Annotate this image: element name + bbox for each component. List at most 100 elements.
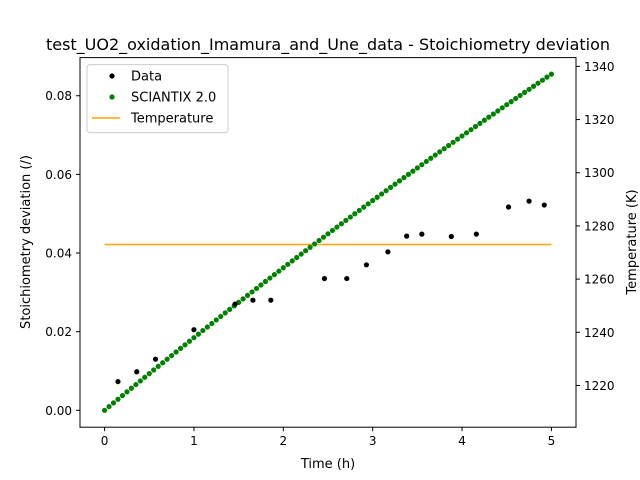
y-axis-label: Stoichiometry deviation (/) bbox=[19, 155, 34, 329]
sciantix-point bbox=[101, 407, 108, 413]
sciantix-point bbox=[169, 352, 175, 359]
data-point bbox=[250, 297, 256, 303]
data-point bbox=[385, 249, 391, 255]
sciantix-point bbox=[383, 188, 389, 194]
data-point bbox=[473, 231, 479, 237]
x-tick-label: 2 bbox=[279, 434, 287, 448]
y-axis-right: 1220 1240 1260 1280 1300 1320 1340 bbox=[576, 60, 615, 393]
sciantix-point bbox=[280, 265, 286, 271]
y2-tick-label: 1280 bbox=[584, 219, 615, 233]
sciantix-point bbox=[513, 95, 519, 102]
sciantix-point bbox=[329, 227, 336, 234]
sciantix-point bbox=[361, 204, 367, 210]
chart-title: test_UO2_oxidation_Imamura_and_Une_data … bbox=[46, 35, 610, 55]
sciantix-point bbox=[151, 367, 157, 373]
sciantix-point bbox=[463, 130, 470, 136]
sciantix-point bbox=[548, 71, 555, 77]
sciantix-point bbox=[387, 184, 394, 190]
sciantix-point bbox=[253, 285, 260, 292]
sciantix-point bbox=[481, 117, 487, 123]
sciantix-point bbox=[195, 331, 202, 337]
x-tick-label: 4 bbox=[458, 434, 466, 448]
sciantix-point bbox=[303, 248, 309, 254]
data-point bbox=[419, 231, 425, 237]
sciantix-point bbox=[320, 234, 327, 240]
x-tick-label: 1 bbox=[190, 434, 198, 448]
sciantix-point bbox=[338, 221, 345, 227]
sciantix-point bbox=[213, 317, 219, 323]
y-tick-label: 0.06 bbox=[45, 168, 72, 182]
sciantix-point bbox=[155, 363, 161, 370]
data-point bbox=[268, 297, 274, 303]
sciantix-point bbox=[182, 342, 188, 348]
y-tick-label: 0.04 bbox=[45, 247, 72, 261]
sciantix-point bbox=[539, 77, 546, 83]
x-tick-label: 3 bbox=[369, 434, 377, 448]
sciantix-point bbox=[499, 105, 505, 111]
sciantix-point bbox=[298, 251, 304, 257]
sciantix-point bbox=[177, 345, 184, 351]
x-axis-label: Time (h) bbox=[300, 457, 355, 472]
sciantix-point bbox=[392, 181, 398, 187]
y2-tick-label: 1340 bbox=[584, 60, 615, 74]
x-tick-label: 5 bbox=[548, 434, 556, 448]
data-point bbox=[134, 369, 140, 375]
sciantix-point bbox=[401, 175, 407, 181]
sciantix-point bbox=[419, 162, 425, 168]
sciantix-point bbox=[222, 310, 228, 316]
sciantix-point bbox=[343, 217, 349, 224]
sciantix-point bbox=[441, 146, 447, 152]
sciantix-point bbox=[486, 114, 492, 120]
sciantix-point bbox=[128, 385, 134, 391]
sciantix-point bbox=[370, 197, 376, 204]
sciantix-point bbox=[289, 258, 295, 264]
sciantix-point bbox=[379, 191, 385, 197]
sciantix-point bbox=[316, 237, 322, 244]
sciantix-point bbox=[142, 374, 148, 380]
sciantix-point bbox=[146, 371, 152, 377]
legend-label-data: Data bbox=[131, 70, 162, 85]
sciantix-point bbox=[490, 111, 496, 117]
data-point bbox=[404, 233, 410, 239]
sciantix-point bbox=[459, 133, 465, 139]
sciantix-point bbox=[173, 349, 179, 355]
sciantix-point bbox=[209, 320, 215, 327]
sciantix-point bbox=[267, 275, 273, 281]
sciantix-point bbox=[365, 201, 371, 207]
sciantix-point bbox=[522, 89, 528, 95]
data-point bbox=[505, 204, 512, 210]
legend-marker-sciantix bbox=[109, 94, 115, 100]
sciantix-point bbox=[347, 214, 353, 220]
y-axis-left: 0.00 0.02 0.04 0.06 0.08 bbox=[45, 89, 80, 418]
sciantix-point bbox=[200, 327, 206, 334]
data-point bbox=[115, 378, 121, 385]
x-axis: 0 1 2 3 4 5 bbox=[101, 427, 555, 448]
sciantix-point bbox=[352, 211, 358, 217]
data-point bbox=[191, 327, 197, 333]
sciantix-point bbox=[218, 313, 224, 320]
sciantix-point bbox=[262, 278, 269, 285]
plot-frame bbox=[79, 57, 577, 428]
sciantix-point bbox=[450, 139, 456, 145]
x-tick-label: 0 bbox=[101, 434, 109, 448]
sciantix-point bbox=[204, 324, 210, 330]
sciantix-point bbox=[227, 306, 233, 312]
sciantix-point bbox=[530, 83, 537, 89]
sciantix-point bbox=[334, 224, 340, 230]
data-point bbox=[541, 202, 547, 208]
legend-box bbox=[86, 64, 229, 134]
sciantix-point bbox=[472, 123, 479, 130]
sciantix-point bbox=[164, 356, 170, 362]
y-tick-label: 0.00 bbox=[45, 404, 72, 418]
sciantix-point bbox=[410, 168, 416, 174]
sciantix-point bbox=[258, 282, 264, 288]
sciantix-point bbox=[526, 86, 532, 92]
sciantix-point bbox=[106, 403, 112, 410]
sciantix-point bbox=[544, 74, 550, 80]
data-point bbox=[526, 198, 532, 204]
legend: Data SCIANTIX 2.0 Temperature bbox=[86, 64, 229, 134]
legend-marker-data bbox=[109, 73, 115, 79]
sciantix-point bbox=[454, 136, 461, 142]
data-point bbox=[448, 233, 454, 240]
